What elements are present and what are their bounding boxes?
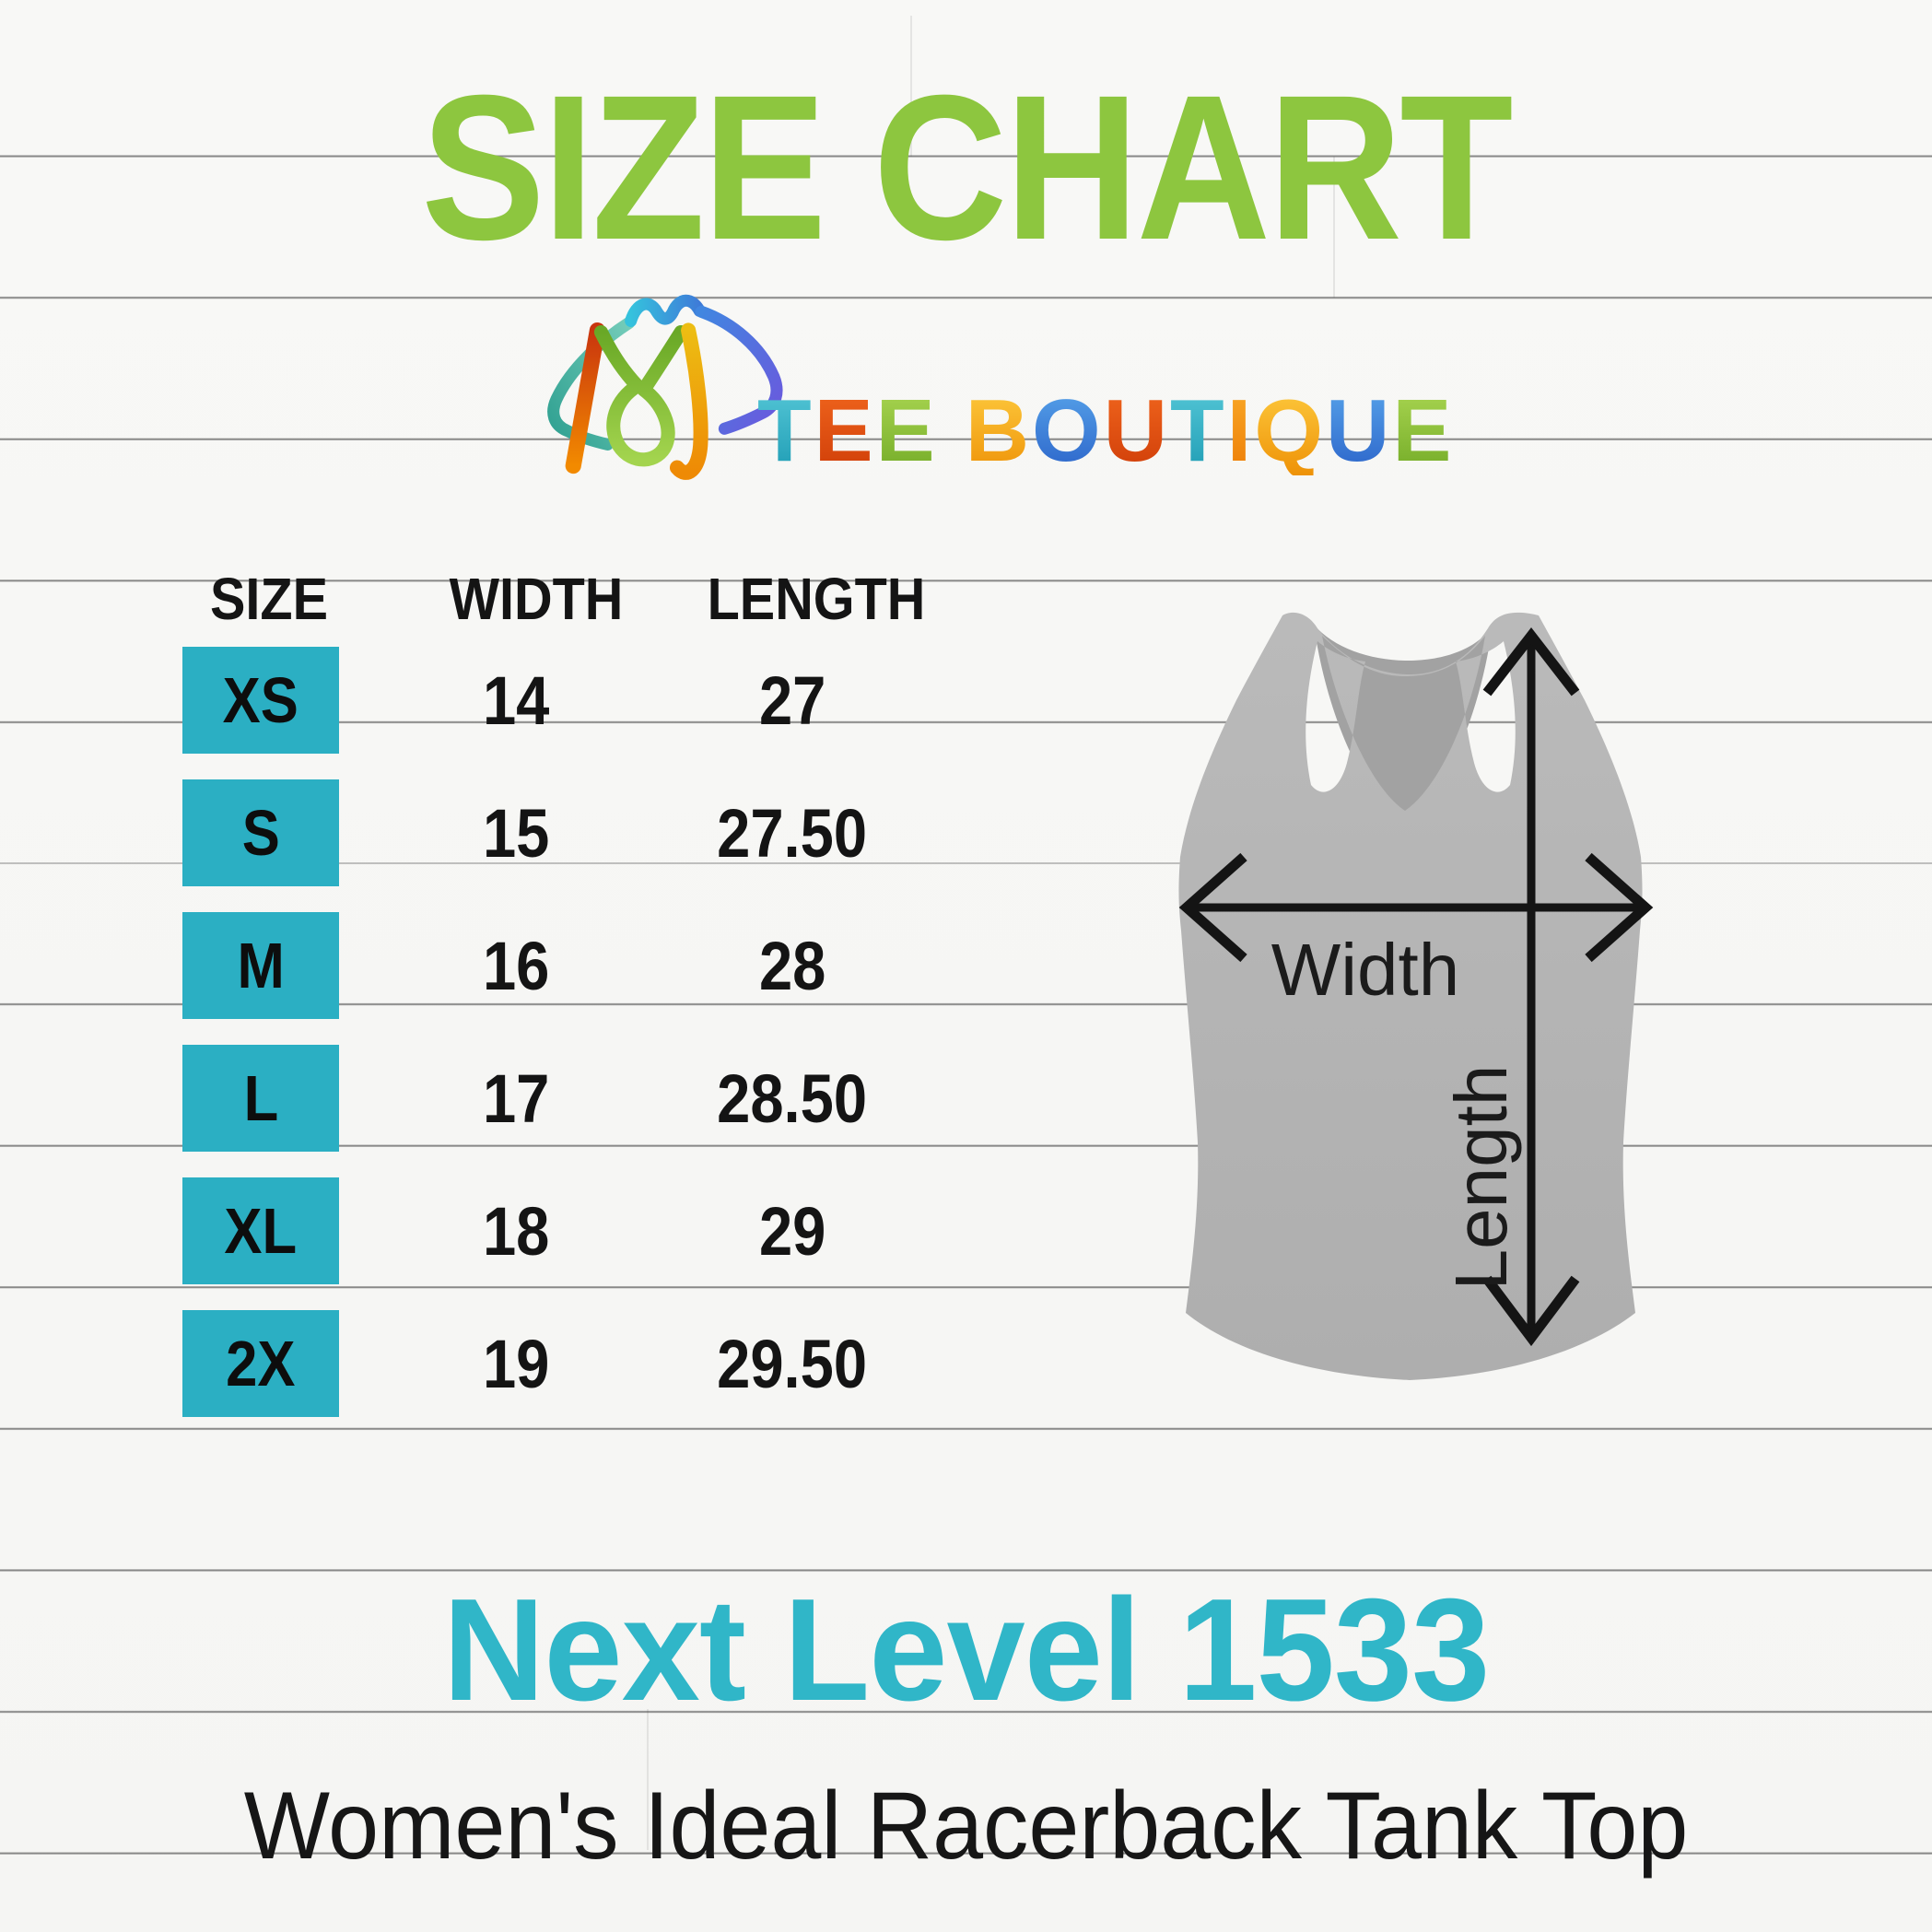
length-cell-value: 28 — [758, 927, 826, 1004]
brand-wordmark: TEE BOUTIQUE — [757, 387, 1454, 475]
brand-letter: O — [1032, 381, 1104, 480]
width-cell-value: 15 — [482, 794, 550, 872]
length-cell-value: 28.50 — [717, 1060, 868, 1137]
brand-letter: I — [1226, 381, 1255, 480]
width-cell: 16 — [396, 912, 636, 1019]
logo-monogram-loop — [593, 324, 688, 467]
length-cell: 29 — [659, 1177, 926, 1284]
logo-monogram-left-leg — [565, 322, 605, 474]
length-cell-value: 27 — [758, 662, 826, 739]
size-label: XS — [222, 664, 299, 736]
logo-monogram-j-tail — [669, 322, 708, 480]
size-row-m: M 16 28 — [0, 912, 1013, 1019]
length-cell: 29.50 — [659, 1310, 926, 1417]
length-cell: 28.50 — [659, 1045, 926, 1152]
width-cell-value: 14 — [482, 662, 550, 739]
column-header-length: LENGTH — [707, 566, 926, 632]
brand-letter: U — [1326, 381, 1393, 480]
width-cell: 18 — [396, 1177, 636, 1284]
tank-silhouette — [1178, 612, 1643, 1380]
brand-letter: E — [1392, 381, 1455, 480]
width-cell: 15 — [396, 779, 636, 886]
size-cell: XS — [182, 647, 339, 754]
width-cell-value: 19 — [482, 1325, 550, 1402]
width-cell-value: 17 — [482, 1060, 550, 1137]
length-label: Length — [1440, 1065, 1522, 1291]
length-cell-value: 29.50 — [717, 1325, 868, 1402]
width-label: Width — [1271, 929, 1460, 1011]
brand-letter — [938, 387, 966, 475]
wood-seam — [647, 1709, 649, 1850]
page-title: SIZE CHART — [421, 53, 1513, 283]
tank-top-diagram: Width Length — [1178, 612, 1654, 1380]
size-label: 2X — [226, 1328, 296, 1399]
brand-letter: E — [875, 381, 938, 480]
brand-letter: B — [965, 381, 1033, 480]
product-model: Next Level 1533 — [442, 1569, 1491, 1731]
length-cell: 28 — [659, 912, 926, 1019]
size-label: M — [237, 930, 285, 1001]
width-cell-value: 18 — [482, 1192, 550, 1270]
width-arrowhead-right — [1585, 852, 1654, 963]
size-label: L — [243, 1062, 278, 1134]
brand-letter: U — [1103, 381, 1171, 480]
wood-seam — [910, 16, 912, 157]
size-cell: M — [182, 912, 339, 1019]
brand-letter: Q — [1254, 381, 1327, 480]
length-cell: 27 — [659, 647, 926, 754]
wood-seam — [1333, 157, 1335, 298]
size-cell: L — [182, 1045, 339, 1152]
size-row-xs: XS 14 27 — [0, 647, 1013, 754]
width-cell: 14 — [396, 647, 636, 754]
length-cell-value: 27.50 — [717, 794, 868, 872]
width-cell-value: 16 — [482, 927, 550, 1004]
width-arrowhead-left — [1178, 852, 1247, 963]
logo-collar — [625, 294, 706, 327]
tee-boutique-logo-icon — [547, 294, 783, 480]
size-label: S — [241, 797, 280, 869]
length-cell-value: 29 — [758, 1192, 826, 1270]
length-arrowhead-top — [1482, 627, 1580, 697]
product-name: Women's Ideal Racerback Tank Top — [243, 1773, 1689, 1879]
size-label: XL — [224, 1195, 298, 1267]
brand-letter: E — [814, 381, 876, 480]
size-row-2x: 2X 19 29.50 — [0, 1310, 1013, 1417]
column-header-size: SIZE — [209, 566, 329, 632]
logo-right-sleeve — [695, 305, 783, 435]
brand-letter: T — [757, 381, 814, 480]
column-header-width: WIDTH — [449, 566, 624, 632]
size-cell: S — [182, 779, 339, 886]
length-cell: 27.50 — [659, 779, 926, 886]
size-row-s: S 15 27.50 — [0, 779, 1013, 886]
size-row-xl: XL 18 29 — [0, 1177, 1013, 1284]
size-row-l: L 17 28.50 — [0, 1045, 1013, 1152]
length-arrowhead-bottom — [1482, 1275, 1580, 1347]
size-cell: 2X — [182, 1310, 339, 1417]
width-cell: 19 — [396, 1310, 636, 1417]
width-cell: 17 — [396, 1045, 636, 1152]
brand-letter: T — [1170, 381, 1227, 480]
size-cell: XL — [182, 1177, 339, 1284]
